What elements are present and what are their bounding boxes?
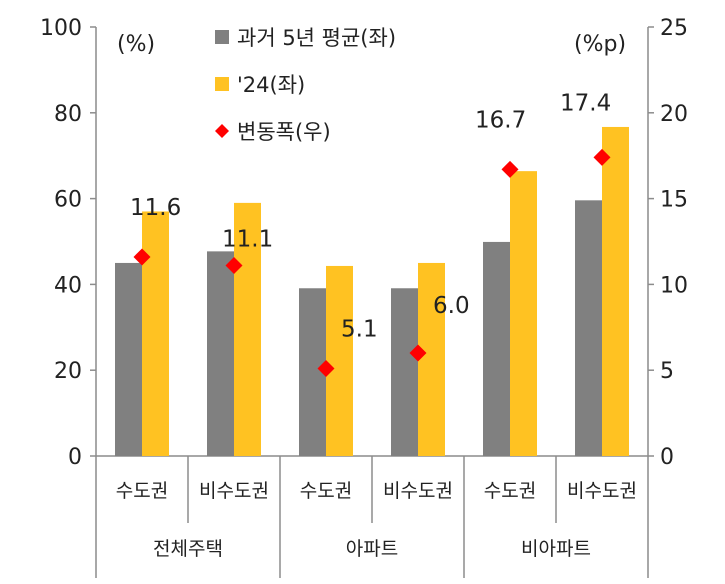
x-axis-group-label: 전체주택 [153,538,223,560]
left-axis-tick-label: 0 [68,445,82,470]
x-axis-category-label: 수도권 [300,480,352,502]
legend-swatch [215,124,229,138]
marker-data-label: 11.6 [130,195,181,221]
legend-entry-label: 변동폭(우) [237,120,331,144]
bar-past-5yr-average [575,200,602,456]
right-axis-tick-label: 10 [660,273,688,298]
legend-entry-label: '24(좌) [237,73,305,97]
marker-change [133,248,151,266]
chart-markers [133,148,611,377]
left-axis-tick-label: 40 [54,273,82,298]
chart-data-labels: 11.6 11.1 5.1 6.0 16.7 17.4 [130,90,611,342]
marker-change [225,257,243,275]
marker-change [593,148,611,166]
bar-past-5yr-average [207,251,234,456]
right-axis-tick-label: 5 [660,359,674,384]
bar-2024 [510,171,537,457]
marker-data-label: 5.1 [341,316,378,342]
left-axis-tick-label: 20 [54,359,82,384]
right-axis-unit: (%p) [574,32,626,57]
marker-data-label: 11.1 [222,227,273,253]
left-axis-tick-label: 100 [40,16,82,41]
bar-2024 [602,126,629,456]
x-axis-group-label: 비아파트 [521,538,591,560]
right-axis-tick-label: 0 [660,445,674,470]
x-axis-category-label: 비수도권 [567,480,637,502]
x-axis-group-label: 아파트 [346,538,398,560]
x-axis-category-label: 비수도권 [383,480,453,502]
marker-change [317,359,335,377]
marker-data-label: 17.4 [560,90,611,116]
bar-past-5yr-average [115,262,142,456]
legend-entry-label: 과거 5년 평균(좌) [237,26,396,50]
marker-change [409,344,427,362]
right-axis-tick-label: 20 [660,102,688,127]
left-axis-unit: (%) [117,32,155,57]
marker-data-label: 6.0 [433,293,470,319]
chart-legend: 과거 5년 평균(좌) '24(좌) 변동폭(우) [215,26,396,144]
x-axis-category-label: 비수도권 [199,480,269,502]
bar-2024 [326,265,353,456]
bar-2024 [418,262,445,456]
bar-2024 [234,202,261,456]
bar-2024 [142,211,169,456]
bar-past-5yr-average [483,241,510,456]
chart-bars [115,126,629,457]
right-axis-tick-label: 25 [660,16,688,41]
x-axis-category-label: 수도권 [484,480,536,502]
right-axis-tick-label: 15 [660,188,688,213]
legend-swatch [215,77,229,91]
x-axis-category-label: 수도권 [116,480,168,502]
marker-change [501,160,519,178]
marker-data-label: 16.7 [475,107,526,133]
left-axis-tick-label: 80 [54,102,82,127]
left-axis-tick-label: 60 [54,188,82,213]
bar-past-5yr-average [391,288,418,456]
legend-swatch [215,30,229,44]
